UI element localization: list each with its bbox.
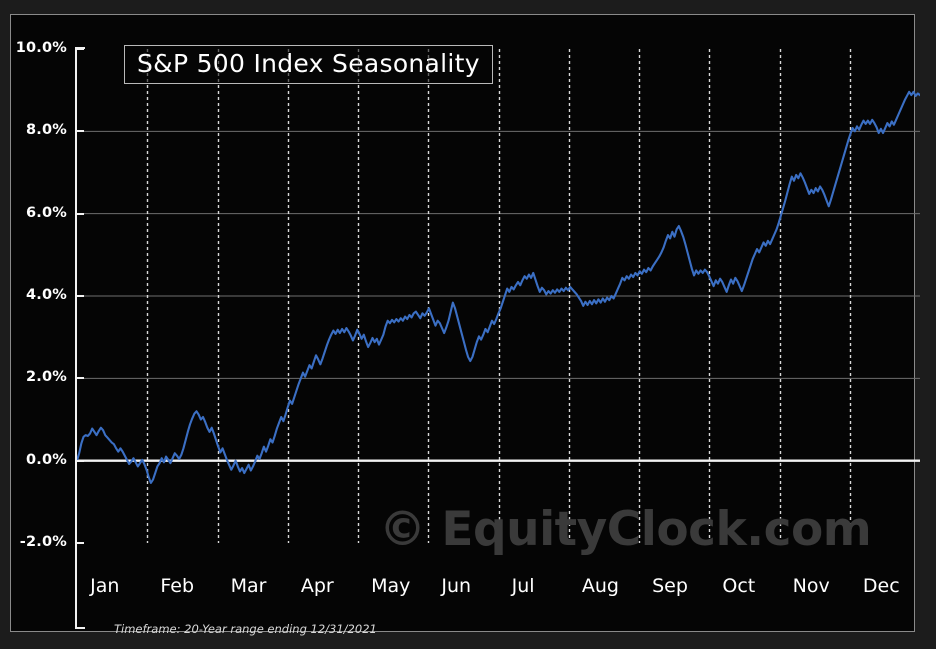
chart-title: S&P 500 Index Seasonality bbox=[124, 45, 493, 84]
seasonality-series-line bbox=[77, 90, 920, 484]
y-tick-label: 0.0% bbox=[25, 451, 67, 468]
x-tick-label-apr: Apr bbox=[300, 575, 334, 597]
y-tick-label: 10.0% bbox=[15, 40, 67, 56]
y-tick-mark bbox=[77, 377, 84, 380]
x-tick-label-oct: Oct bbox=[722, 575, 756, 597]
x-tick-label-aug: Aug bbox=[581, 575, 619, 597]
y-tick-mark bbox=[77, 130, 84, 133]
y-tick-mark bbox=[77, 459, 84, 462]
y-tick-label: 2.0% bbox=[25, 369, 67, 386]
y-tick-mark bbox=[77, 48, 84, 50]
x-tick-label-jun: Jun bbox=[441, 575, 472, 597]
chart-frame: 10.0% 8.0% 6.0% 4.0% 2.0% 0.0% -2.0% Jan Feb Mar… bbox=[10, 14, 920, 636]
y-tick-label: 8.0% bbox=[25, 122, 67, 139]
y-tick-mark bbox=[77, 542, 84, 544]
x-tick-label-may: May bbox=[371, 575, 411, 597]
timeframe-note: Timeframe: 20-Year range ending 12/31/20… bbox=[114, 622, 377, 636]
plot-area bbox=[77, 49, 920, 543]
seasonality-line-chart bbox=[77, 49, 920, 543]
x-tick-label-sep: Sep bbox=[652, 575, 688, 597]
y-tick-mark bbox=[77, 212, 84, 215]
x-tick-label-mar: Mar bbox=[230, 575, 267, 597]
y-tick-mark bbox=[77, 295, 84, 297]
x-tick-label-feb: Feb bbox=[160, 575, 195, 597]
y-tick-label: 4.0% bbox=[25, 287, 67, 303]
x-tick-label-jan: Jan bbox=[90, 575, 120, 597]
vertical-month-gridlines bbox=[146, 49, 852, 543]
x-tick-label-nov: Nov bbox=[792, 575, 830, 597]
x-tick-label-jul: Jul bbox=[511, 575, 535, 597]
horizontal-gridlines bbox=[77, 130, 920, 379]
x-tick-label-dec: Dec bbox=[862, 575, 900, 597]
y-tick-label: 6.0% bbox=[25, 204, 67, 221]
y-tick-label: -2.0% bbox=[19, 534, 67, 550]
